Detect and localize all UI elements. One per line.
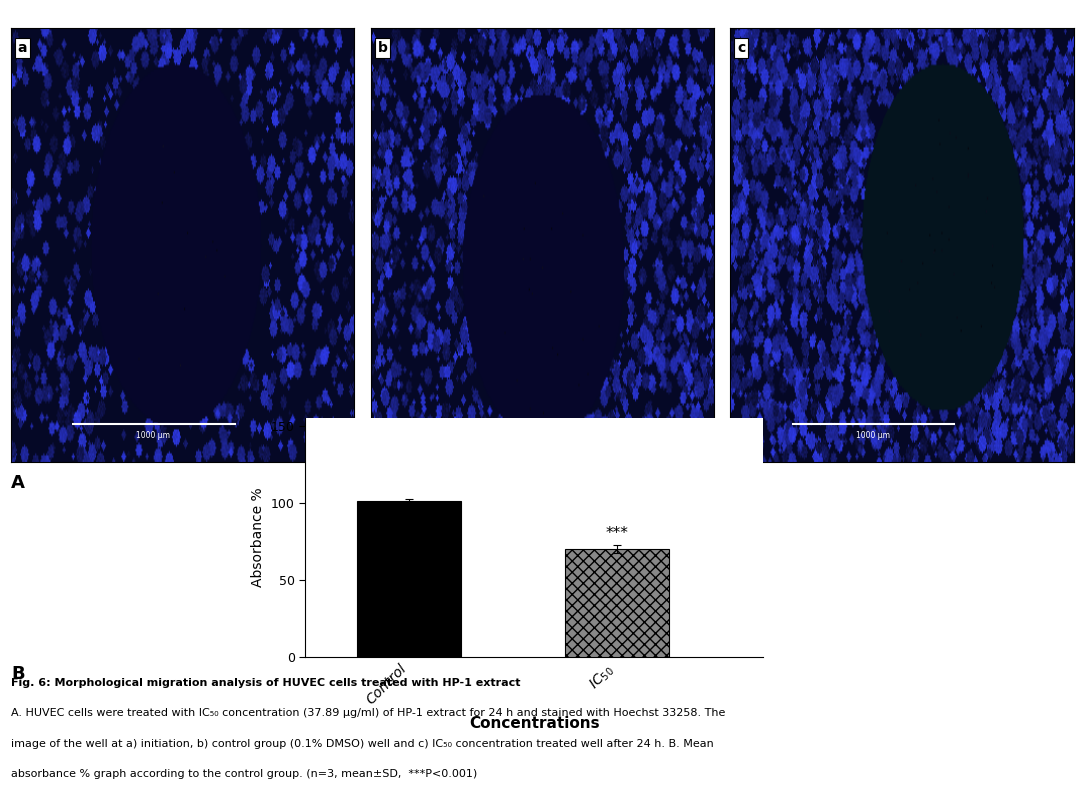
Text: ***: ***	[606, 526, 629, 541]
Text: Fig. 6: Morphological migration analysis of HUVEC cells treated with HP-1 extrac: Fig. 6: Morphological migration analysis…	[11, 678, 520, 689]
Text: image of the well at a) initiation, b) control group (0.1% DMSO) well and c) IC₅: image of the well at a) initiation, b) c…	[11, 739, 714, 749]
Text: c: c	[737, 41, 746, 55]
Y-axis label: Absorbance %: Absorbance %	[252, 487, 265, 587]
Text: 1000 μm: 1000 μm	[496, 431, 530, 440]
Text: absorbance % graph according to the control group. (n=3, mean±SD,  ***P<0.001): absorbance % graph according to the cont…	[11, 769, 477, 779]
Text: 1000 μm: 1000 μm	[136, 431, 170, 440]
Bar	[566, 549, 669, 657]
Text: A. HUVEC cells were treated with IC₅₀ concentration (37.89 μg/ml) of HP-1 extrac: A. HUVEC cells were treated with IC₅₀ co…	[11, 708, 725, 719]
Text: a: a	[17, 41, 27, 55]
X-axis label: Concentrations: Concentrations	[469, 716, 600, 731]
Text: b: b	[377, 41, 387, 55]
Bar	[358, 501, 461, 657]
Text: 1000 μm: 1000 μm	[856, 431, 889, 440]
Text: A: A	[11, 474, 25, 492]
Text: B: B	[11, 665, 24, 683]
